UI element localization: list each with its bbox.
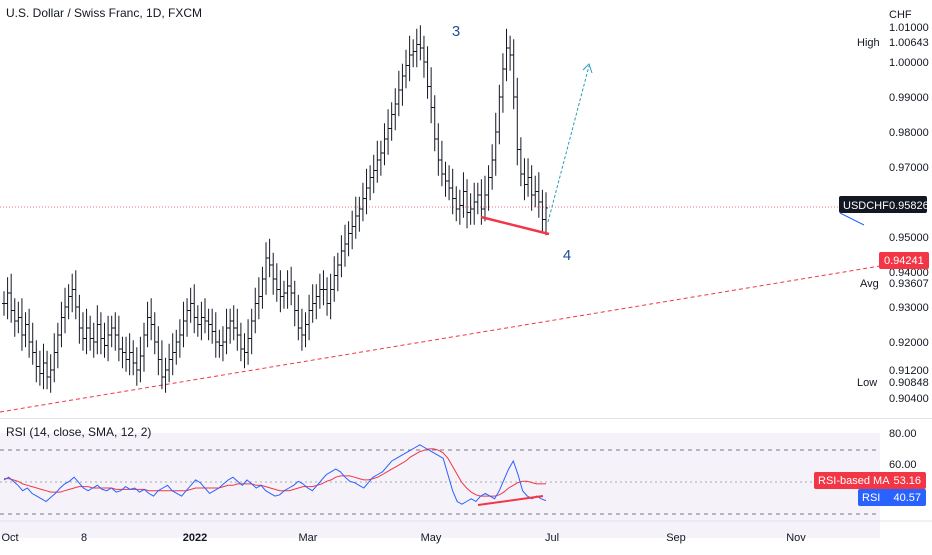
rsi-value-badge [858,489,926,506]
symbol-pointer [839,212,865,226]
price-axis-tick: 0.98000 [889,127,929,139]
chart-title: U.S. Dollar / Swiss Franc, 1D, FXCM [6,6,203,20]
projection-arrow[interactable] [547,65,590,223]
price-axis-tick: 0.93000 [889,302,929,314]
high-label: High [857,37,880,49]
avg-label: Avg [860,278,879,290]
price-axis-tick: 0.95000 [889,232,929,244]
rsi-ma-value: 53.16 [893,475,921,487]
price-axis-tick: 0.99000 [889,92,929,104]
time-axis-tick: Jul [545,532,559,544]
rsi-ma-badge [814,472,926,489]
low-label: Low [857,377,877,389]
rsi-band [0,433,880,538]
avg-value: 0.93607 [889,278,929,290]
symbol-label: USDCHF [843,200,889,212]
rsi-title: RSI (14, close, SMA, 12, 2) [6,425,152,439]
rsi-value: 40.57 [893,492,921,504]
last-price-value: 0.95826 [889,200,929,212]
projection-arrow-head [582,63,593,74]
time-axis-tick: Sep [666,532,686,544]
rsi-ma-label: RSI-based MA [818,475,890,487]
wave-4-label: 4 [563,247,571,264]
trendline-value-badge [879,252,929,269]
time-axis-tick: 2022 [183,532,207,544]
price-axis-currency: CHF [889,9,912,21]
price-axis-tick: 1.01000 [889,22,929,34]
last-price-badge [839,196,927,213]
time-axis-tick: 8 [81,532,87,544]
price-axis-tick: 0.90400 [889,393,929,405]
price-axis-tick: 0.92000 [889,337,929,349]
high-value: 1.00643 [889,37,929,49]
trendline-value: 0.94241 [884,255,924,267]
wave4-support-line[interactable] [480,215,550,236]
time-axis-tick: Mar [299,532,318,544]
rsi-axis-tick: 60.00 [889,459,917,471]
rsi-label: RSI [862,492,880,504]
trend-line[interactable] [0,265,881,413]
time-axis-tick: Nov [786,532,806,544]
pane-separator[interactable] [0,418,932,419]
time-axis-tick: May [421,532,442,544]
rsi-divergence-line[interactable] [477,495,544,506]
price-axis-tick: 0.94000 [889,267,929,279]
price-axis-tick: 1.00000 [889,57,929,69]
time-axis-tick: Oct [1,532,18,544]
rsi-axis-tick: 80.00 [889,428,917,440]
rsi-series [3,444,547,505]
wave-3-label: 3 [452,23,460,40]
low-value: 0.90848 [889,377,929,389]
rsi-ma-series [4,448,547,497]
price-axis-tick: 0.91200 [889,365,929,377]
price-axis-tick: 0.97000 [889,162,929,174]
